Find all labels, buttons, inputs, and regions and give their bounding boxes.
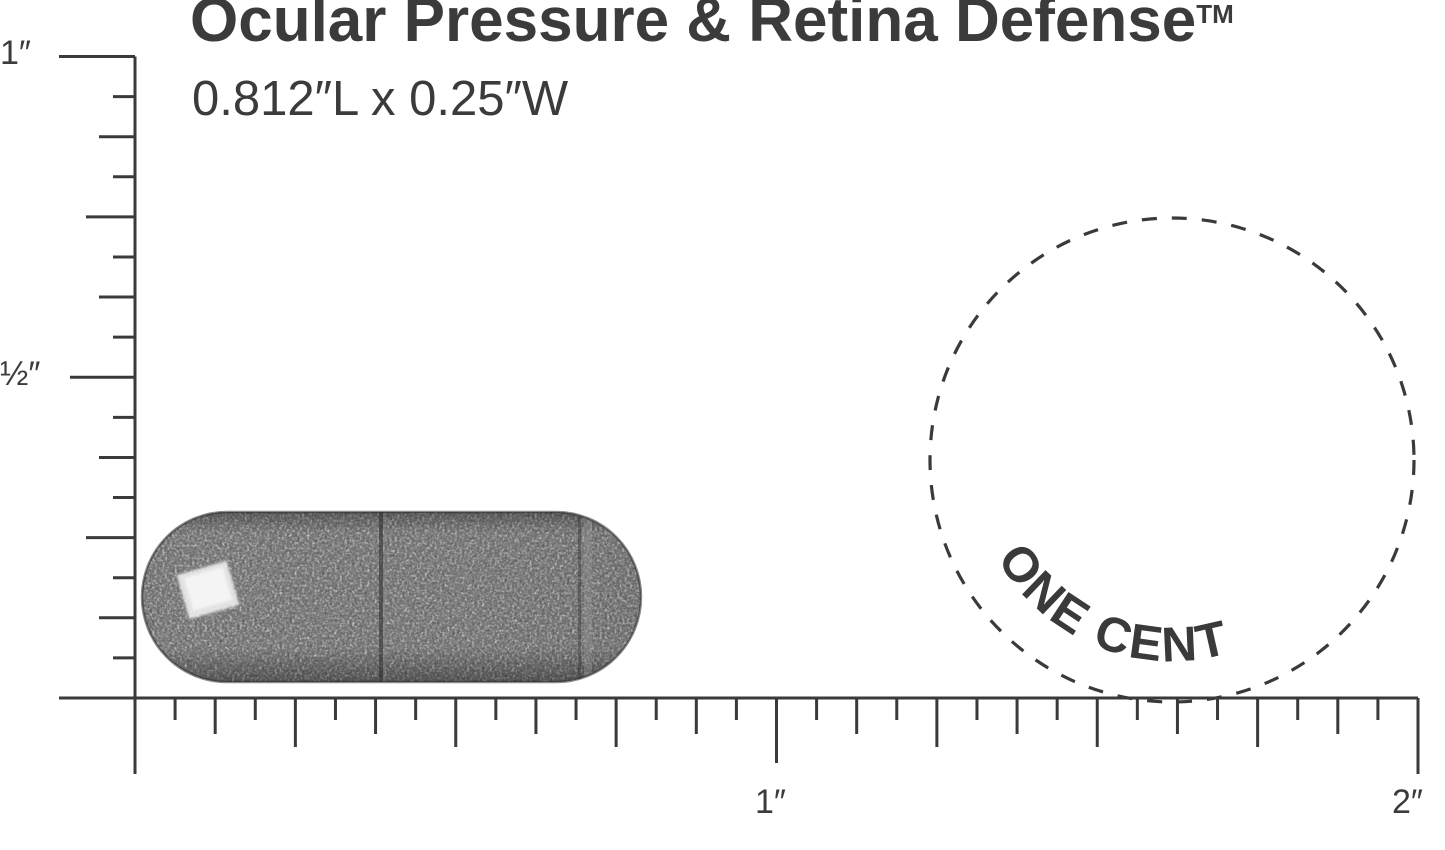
svg-text:ONE CENT: ONE CENT [987,534,1234,673]
